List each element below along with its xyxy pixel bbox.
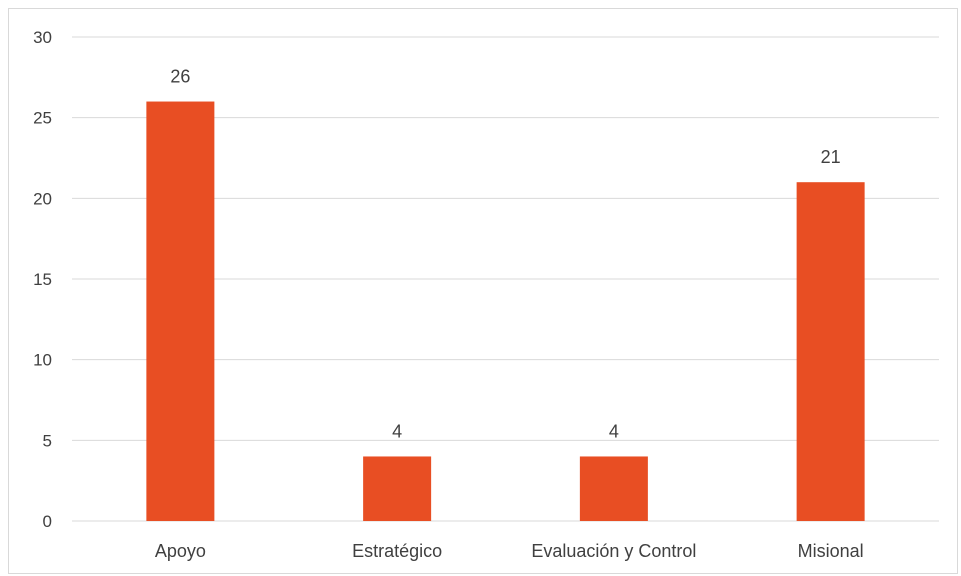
bar — [796, 182, 865, 521]
y-tick-label: 15 — [33, 270, 52, 289]
data-label: 26 — [170, 67, 190, 87]
bar — [363, 456, 432, 521]
x-category-label: Apoyo — [155, 541, 206, 561]
x-axis-categories: Apoyo Estratégico Evaluación y Control Misi… — [155, 541, 864, 561]
y-tick-label: 10 — [33, 351, 52, 370]
x-category-label: Estratégico — [352, 541, 442, 561]
data-labels: 26 4 4 21 — [170, 67, 840, 442]
y-tick-label: 30 — [33, 28, 52, 47]
bar — [146, 101, 215, 522]
data-label: 21 — [821, 147, 841, 167]
data-label: 4 — [392, 421, 402, 441]
x-category-label: Evaluación y Control — [531, 541, 696, 561]
grid-lines — [72, 36, 939, 522]
y-tick-label: 5 — [43, 431, 52, 450]
data-label: 4 — [609, 421, 619, 441]
bars — [146, 101, 865, 522]
bar — [579, 456, 648, 521]
y-tick-label: 25 — [33, 109, 52, 128]
y-tick-label: 20 — [33, 189, 52, 208]
x-category-label: Misional — [798, 541, 864, 561]
y-axis-ticks: 0 5 10 15 20 25 30 — [33, 28, 52, 531]
y-tick-label: 0 — [43, 512, 52, 531]
